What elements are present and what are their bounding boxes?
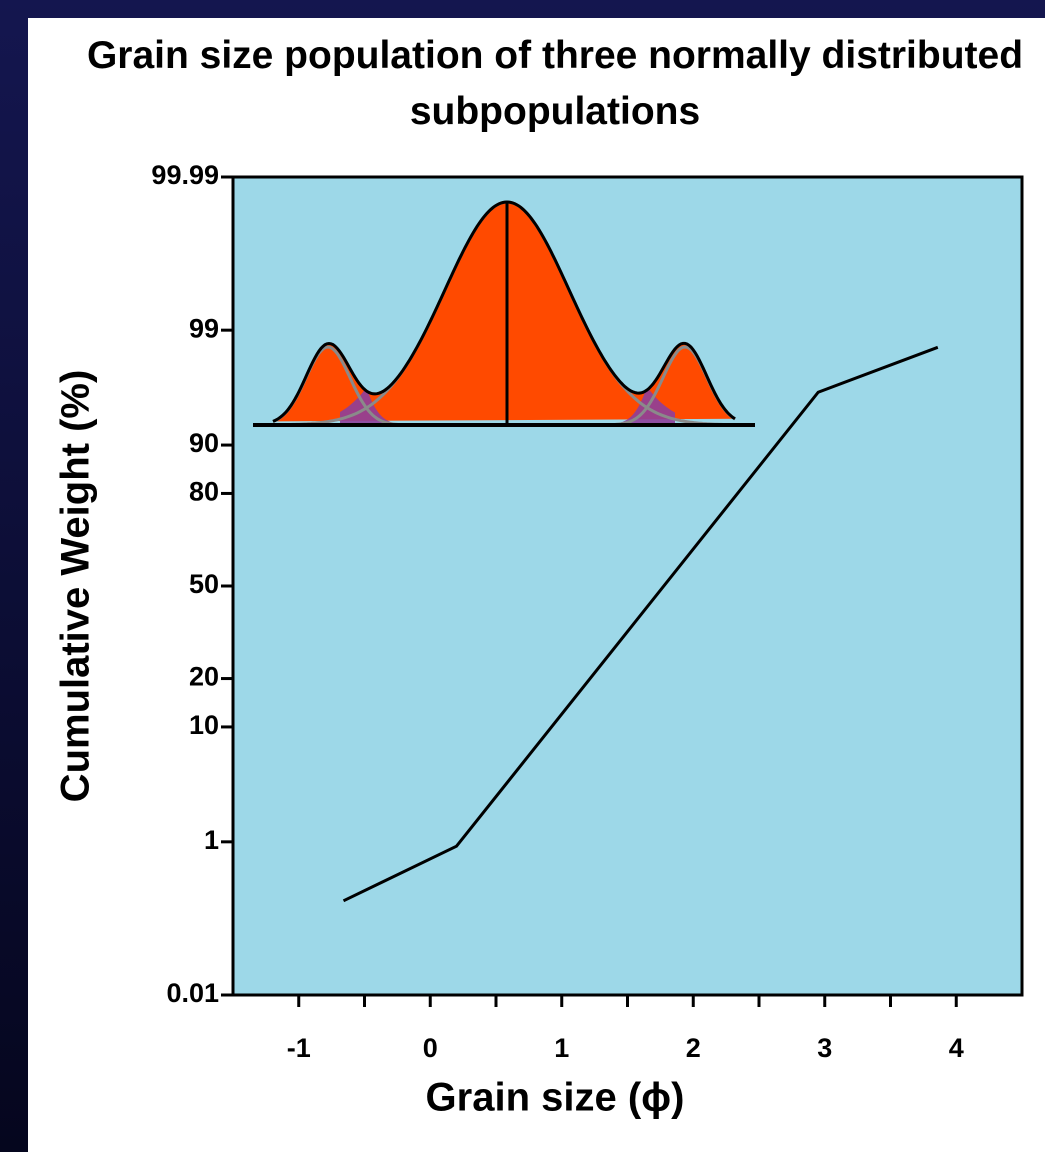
- chart-title: Grain size population of three normally …: [87, 34, 1023, 133]
- y-tick-label: 80: [189, 477, 219, 507]
- data-line: [342, 345, 939, 903]
- x-tick-label: 4: [949, 1033, 964, 1063]
- distribution-inset: [253, 200, 755, 427]
- y-tick-label: 10: [189, 710, 219, 740]
- y-tick-label: 1: [204, 825, 219, 855]
- x-tick-label: 1: [554, 1033, 569, 1063]
- y-axis-label: Cumulative Weight (%): [54, 370, 98, 803]
- y-tick-label: 99: [189, 313, 219, 343]
- x-axis-label: Grain size (ϕ): [426, 1076, 685, 1120]
- overlap: [340, 390, 400, 425]
- y-tick-label: 20: [189, 662, 219, 692]
- x-tick-label: 2: [686, 1033, 701, 1063]
- x-tick-label: 0: [423, 1033, 438, 1063]
- y-tick-label: 90: [189, 428, 219, 458]
- mixture-fill: [273, 202, 735, 422]
- mixture-outline: [272, 200, 736, 423]
- y-tick-label: 50: [189, 569, 219, 599]
- plot-area: [231, 175, 1024, 997]
- y-tick-label: 99.99: [151, 160, 219, 190]
- x-tick-label: -1: [287, 1033, 311, 1063]
- y-tick-label: 0.01: [166, 978, 219, 1008]
- x-tick-label: 3: [817, 1033, 832, 1063]
